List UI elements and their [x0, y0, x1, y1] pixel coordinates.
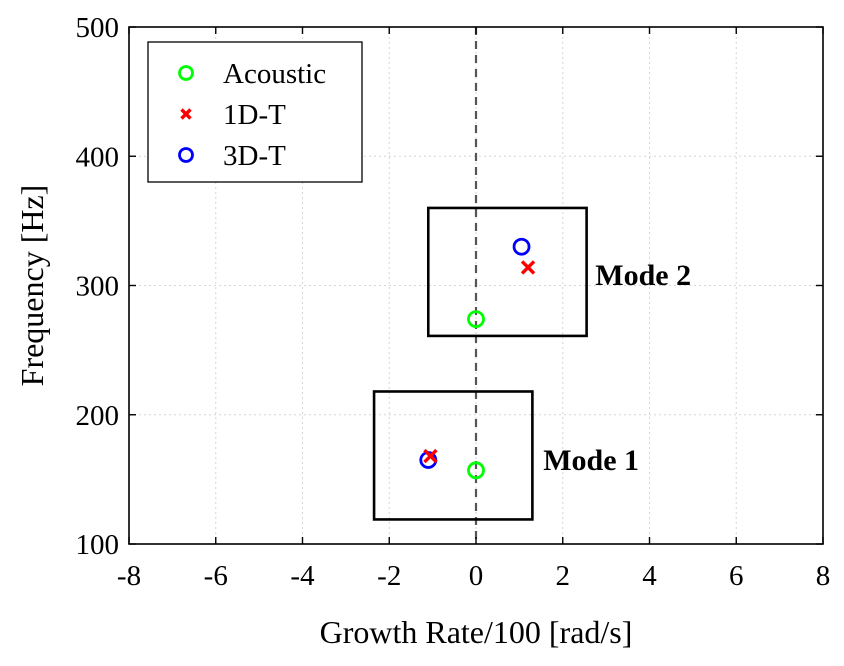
y-tick-label: 100 — [76, 529, 120, 561]
x-tick-label: -4 — [290, 560, 315, 592]
legend-marker-acoustic — [178, 65, 194, 81]
x-tick-label: 4 — [642, 560, 657, 592]
axis-ticks: -8 -6 -4 -2 0 2 4 6 8 100 200 300 400 500 — [76, 12, 831, 592]
y-tick-label: 500 — [76, 12, 120, 44]
legend-marker-1d-t — [180, 108, 192, 120]
legend-label: 1D-T — [223, 99, 286, 131]
point-1d-t — [423, 448, 438, 464]
x-tick-label: 6 — [729, 560, 744, 592]
point-acoustic — [467, 461, 485, 480]
x-tick-label: 2 — [556, 560, 571, 592]
y-tick-label: 400 — [76, 141, 120, 173]
x-tick-label: 0 — [469, 560, 484, 592]
mode-box-2 — [426, 206, 588, 338]
point-3d-t — [512, 237, 531, 256]
x-axis-label: Growth Rate/100 [rad/s] — [320, 614, 633, 650]
x-stroke — [520, 260, 536, 275]
data-points — [419, 237, 536, 480]
x-stroke — [423, 448, 438, 464]
legend-label: 3D-T — [223, 140, 286, 172]
x-tick-label: 8 — [816, 560, 831, 592]
x-stroke — [180, 108, 192, 120]
legend-marker-3d-t — [178, 147, 194, 163]
x-tick-label: -2 — [377, 560, 401, 592]
y-tick-label: 200 — [76, 400, 120, 432]
mode-label-1: Mode 1 — [543, 444, 639, 477]
x-tick-label: -8 — [117, 560, 141, 592]
legend-label: Acoustic — [223, 58, 326, 90]
mode-boxes: Mode 1 Mode 2 — [372, 206, 691, 521]
legend: Acoustic 1D-T 3D-T — [147, 41, 363, 183]
point-acoustic — [467, 310, 485, 329]
y-tick-label: 300 — [76, 271, 120, 303]
mode-box-1 — [372, 390, 534, 521]
mode-label-2: Mode 2 — [595, 259, 691, 292]
y-axis-label: Frequency [Hz] — [14, 185, 50, 387]
point-1d-t — [520, 260, 536, 275]
x-tick-label: -6 — [204, 560, 228, 592]
